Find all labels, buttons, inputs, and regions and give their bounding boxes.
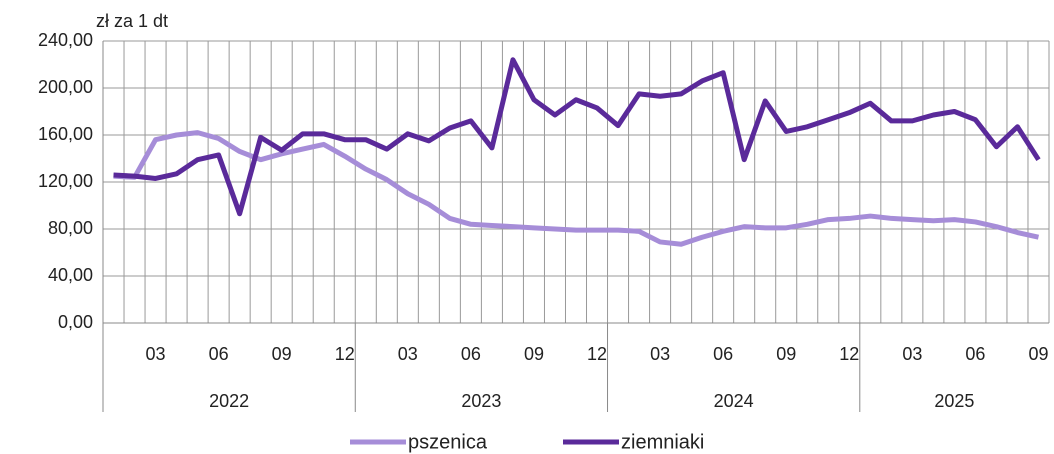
x-tick-label: 09 — [524, 344, 544, 364]
x-tick-label: 09 — [776, 344, 796, 364]
y-tick-label: 40,00 — [48, 265, 93, 285]
y-tick-label: 160,00 — [38, 124, 93, 144]
series-line — [113, 130, 1040, 247]
x-tick-label: 12 — [587, 344, 607, 364]
x-tick-label: 06 — [713, 344, 733, 364]
x-tick-label: 06 — [209, 344, 229, 364]
x-tick-label: 03 — [146, 344, 166, 364]
y-tick-label: 120,00 — [38, 171, 93, 191]
x-tick-label: 06 — [965, 344, 985, 364]
legend-label: ziemniaki — [621, 431, 704, 453]
y-tick-label: 0,00 — [58, 312, 93, 332]
year-label: 2022 — [209, 391, 249, 411]
y-axis-label: zł za 1 dt — [96, 11, 168, 31]
x-tick-label: 03 — [398, 344, 418, 364]
year-label: 2024 — [714, 391, 754, 411]
x-tick-label: 09 — [272, 344, 292, 364]
x-tick-label: 12 — [839, 344, 859, 364]
x-tick-label: 06 — [461, 344, 481, 364]
x-tick-label: 03 — [650, 344, 670, 364]
y-tick-label: 240,00 — [38, 30, 93, 50]
y-tick-label: 200,00 — [38, 77, 93, 97]
x-tick-label: 09 — [1028, 344, 1048, 364]
legend-label: pszenica — [408, 431, 488, 453]
y-tick-label: 80,00 — [48, 218, 93, 238]
x-tick-label: 03 — [902, 344, 922, 364]
series-line — [113, 57, 1041, 217]
year-label: 2025 — [934, 391, 974, 411]
year-label: 2023 — [461, 391, 501, 411]
x-tick-label: 12 — [335, 344, 355, 364]
